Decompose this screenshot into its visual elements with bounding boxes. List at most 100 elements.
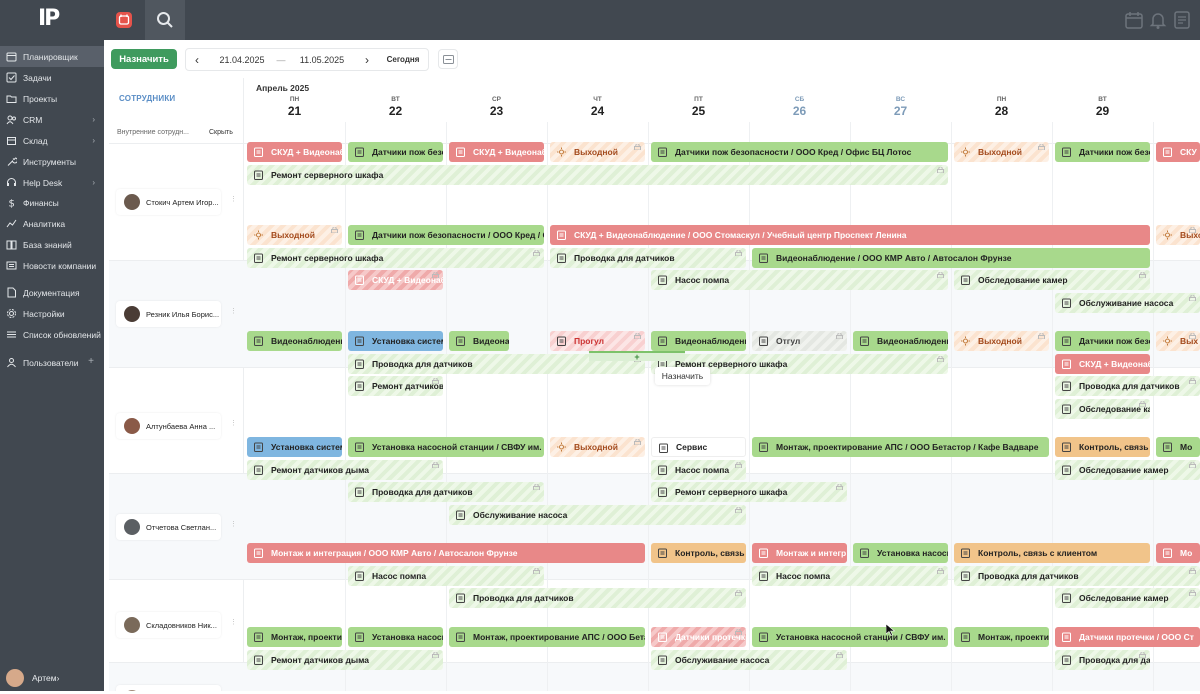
event-block[interactable]: Обслуживание насоса: [651, 650, 847, 670]
event-block[interactable]: Видеонаблюдени: [247, 331, 342, 351]
sidebar-item-0[interactable]: Планировщик: [0, 46, 104, 67]
employee-card[interactable]: Отчетова Светлан...: [116, 514, 221, 540]
event-block[interactable]: Насос помпа: [651, 270, 948, 290]
date-from-field[interactable]: 21.04.2025: [210, 49, 274, 70]
add-slot-button[interactable]: +: [589, 351, 685, 362]
bell-icon[interactable]: [1146, 8, 1170, 32]
event-block[interactable]: Монтаж, проектир: [954, 627, 1049, 647]
event-block[interactable]: СКУД + Видеонабл: [449, 142, 544, 162]
event-block[interactable]: Монтаж и интегр: [752, 543, 847, 563]
event-block[interactable]: Проводка для датчиков: [449, 588, 746, 608]
notes-icon[interactable]: [1170, 8, 1194, 32]
prev-button[interactable]: ‹: [195, 52, 199, 67]
event-block[interactable]: Обслуживание насоса: [449, 505, 746, 525]
event-block[interactable]: Монтаж, проектир: [247, 627, 342, 647]
sidebar-item-9[interactable]: База знаний: [0, 234, 104, 255]
employee-card[interactable]: Стокич Артем Игор...: [116, 189, 221, 215]
sidebar-item-6[interactable]: Help Desk ›: [0, 172, 104, 193]
event-block[interactable]: Вых: [1156, 331, 1200, 351]
sidebar-item-4[interactable]: Склад ›: [0, 130, 104, 151]
event-block[interactable]: Датчики протечки: [651, 627, 746, 647]
event-block[interactable]: Насос помпа: [348, 566, 544, 586]
assign-popup-button[interactable]: Назначить: [655, 367, 710, 385]
event-block[interactable]: Монтаж и интеграция / ООО КМР Авто / Авт…: [247, 543, 645, 563]
event-block[interactable]: Датчики протечки / ООО Ст: [1055, 627, 1200, 647]
event-block[interactable]: Установка систем: [247, 437, 342, 457]
event-block[interactable]: Насос помпа: [752, 566, 948, 586]
calendar-icon[interactable]: [1122, 8, 1146, 32]
event-block[interactable]: Контроль, связь с: [1055, 437, 1150, 457]
event-block[interactable]: Ремонт серверного шкафа: [247, 165, 948, 185]
assign-button[interactable]: Назначить: [111, 49, 177, 69]
event-block[interactable]: Выхо: [1156, 225, 1200, 245]
event-block[interactable]: Датчики пож безопа: [348, 142, 443, 162]
app-switch-button[interactable]: [104, 0, 144, 40]
event-block[interactable]: Насос помпа: [651, 460, 746, 480]
sidebar-item-5[interactable]: Инструменты: [0, 151, 104, 172]
sidebar-item-7[interactable]: $ Финансы: [0, 192, 104, 213]
event-block[interactable]: Сервис: [651, 437, 746, 457]
sidebar-item-12[interactable]: Настройки: [0, 303, 104, 324]
event-block[interactable]: Обследование камер: [1055, 460, 1200, 480]
drag-handle-icon[interactable]: ⋮: [230, 420, 237, 427]
sidebar-item-8[interactable]: Аналитика: [0, 213, 104, 234]
event-block[interactable]: Установка насосной станции / СВФУ им. М: [348, 437, 544, 457]
sidebar-item-2[interactable]: Проекты: [0, 88, 104, 109]
event-block[interactable]: Установка насосной станции / СВФУ им. М: [752, 627, 948, 647]
today-button[interactable]: Сегодня: [386, 55, 420, 64]
app-logo[interactable]: IP: [38, 6, 60, 31]
event-block[interactable]: Датчики пож безопасности / ООО Кред / Оф: [348, 225, 544, 245]
event-block[interactable]: Датчики пож безо: [1055, 142, 1150, 162]
event-block[interactable]: Мо: [1156, 437, 1200, 457]
next-button[interactable]: ›: [365, 52, 369, 67]
drag-handle-icon[interactable]: ⋮: [230, 196, 237, 203]
event-block[interactable]: Ремонт серверного шкафа: [247, 248, 544, 268]
event-block[interactable]: Ремонт датчиков д: [348, 376, 443, 396]
event-block[interactable]: Монтаж, проектирование АПС / ООО Бетас: [449, 627, 645, 647]
event-block[interactable]: СКУД + Видеонаб: [1055, 354, 1150, 374]
view-toggle-button[interactable]: [438, 49, 458, 69]
event-block[interactable]: Проводка для датчиков: [348, 482, 544, 502]
event-block[interactable]: Выходной: [550, 437, 645, 457]
event-block[interactable]: Датчики пож безопасности / ООО Кред / Оф…: [651, 142, 948, 162]
date-to-field[interactable]: 11.05.2025: [299, 54, 345, 65]
event-block[interactable]: Контроль, связь с: [651, 543, 746, 563]
event-block[interactable]: Проводка для датчиков: [1055, 376, 1200, 396]
sidebar-item-11[interactable]: Документация: [0, 282, 104, 303]
event-block[interactable]: Установка насосн: [348, 627, 443, 647]
employee-card[interactable]: Инжиров Артур Ма...: [116, 685, 221, 691]
event-block[interactable]: СКУ: [1156, 142, 1200, 162]
sidebar-item-10[interactable]: Новости компании: [0, 255, 104, 276]
event-block[interactable]: Обслуживание насоса: [1055, 293, 1200, 313]
event-block[interactable]: Датчики пож безо: [1055, 331, 1150, 351]
event-block[interactable]: Выходной: [954, 142, 1049, 162]
event-block[interactable]: Обследование камер: [1055, 588, 1200, 608]
event-block[interactable]: Установка насосн: [853, 543, 948, 563]
event-block[interactable]: Видеонаблюдение / ООО КМР Авто / Автосал…: [752, 248, 1150, 268]
employee-card[interactable]: Алтунбаева Анна ...: [116, 413, 221, 439]
event-block[interactable]: Прогул: [550, 331, 645, 351]
event-block[interactable]: Ремонт датчиков дыма: [247, 460, 443, 480]
drag-handle-icon[interactable]: ⋮: [230, 619, 237, 626]
event-block[interactable]: Видеонаблюдени: [651, 331, 746, 351]
event-block[interactable]: Выходной: [247, 225, 342, 245]
add-user-icon[interactable]: +: [88, 356, 94, 367]
event-block[interactable]: Выходной: [550, 142, 645, 162]
sidebar-item-3[interactable]: CRM ›: [0, 109, 104, 130]
drag-handle-icon[interactable]: ⋮: [230, 521, 237, 528]
event-block[interactable]: Установка систем: [348, 331, 443, 351]
employee-card[interactable]: Складовников Ник...: [116, 612, 221, 638]
event-block[interactable]: Обследование камер: [954, 270, 1150, 290]
event-block[interactable]: Мо: [1156, 543, 1200, 563]
employee-card[interactable]: Резник Илья Борис...: [116, 301, 221, 327]
event-block[interactable]: Проводка для датчиков: [550, 248, 746, 268]
event-block[interactable]: Контроль, связь с клиентом: [954, 543, 1150, 563]
user-profile[interactable]: Артем ›: [0, 662, 104, 694]
event-block[interactable]: СКУД + Видеонаб: [348, 270, 443, 290]
event-block[interactable]: Проводка для да: [1055, 650, 1150, 670]
event-block[interactable]: Отгул: [752, 331, 847, 351]
sidebar-item-1[interactable]: Задачи: [0, 67, 104, 88]
event-block[interactable]: Ремонт датчиков дыма: [247, 650, 443, 670]
event-block[interactable]: Выходной: [954, 331, 1049, 351]
event-block[interactable]: Обследование кам: [1055, 399, 1150, 419]
